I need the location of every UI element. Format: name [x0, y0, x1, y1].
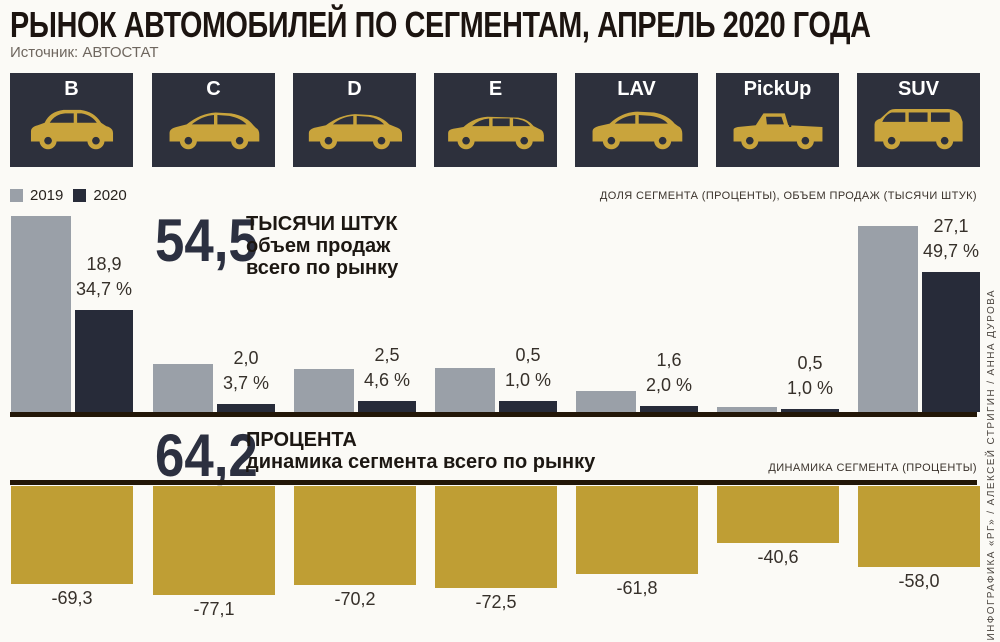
dynamics-value-d: -70,2: [334, 589, 376, 609]
credit-vertical-text: ИНФОГРАФИКА «РГ» / АЛЕКСЕЙ СТРИГИН / АНН…: [986, 288, 997, 640]
bottom-axis-note: ДИНАМИКА СЕГМЕНТА (ПРОЦЕНТЫ): [768, 462, 977, 474]
dynamics-value-lav: -61,8: [616, 578, 658, 598]
hatchback-small-car-icon: [19, 99, 125, 160]
segment-card-c: C: [152, 73, 275, 167]
segment-card-e: E: [434, 73, 557, 167]
legend-swatch-2020-icon: [73, 189, 87, 202]
segment-card-label: C: [206, 78, 221, 100]
bottom-chart-baseline: [10, 480, 977, 485]
bar-2019-pickup: [717, 407, 777, 412]
share-value: 3,7 %: [222, 373, 270, 393]
share-value: 49,7 %: [922, 241, 980, 261]
bar-2019-e: [435, 368, 495, 412]
bar-2019-lav: [576, 391, 636, 412]
total-dynamics-desc1: динамика сегмента всего по рынку: [246, 451, 596, 473]
bar-2019-b: [11, 216, 71, 412]
legend: 2019 2020: [10, 187, 127, 204]
legend-label-2019: 2019: [30, 187, 64, 204]
dynamics-bar-d: [294, 486, 416, 585]
total-volume-unit: ТЫСЯЧИ ШТУК: [246, 213, 398, 235]
hatchback-car-icon: [161, 99, 267, 160]
bar-2020-c: [217, 404, 275, 412]
suv-car-icon: [866, 99, 972, 160]
top-axis-note: ДОЛЯ СЕГМЕНТА (ПРОЦЕНТЫ), ОБЪЕМ ПРОДАЖ (…: [599, 190, 977, 202]
sedan-car-icon: [302, 99, 408, 160]
bar-2019-d: [294, 369, 354, 412]
volume-value: 27,1: [933, 216, 969, 236]
value-label-lav: 1,6 2,0 %: [619, 348, 719, 398]
total-dynamics-unit: ПРОЦЕНТА: [246, 429, 357, 451]
segment-card-label: PickUp: [743, 78, 812, 100]
dynamics-value-suv: -58,0: [898, 571, 940, 591]
dynamics-value-b: -69,3: [51, 588, 93, 608]
dynamics-bar-lav: [576, 486, 698, 574]
bar-2020-suv: [922, 272, 980, 412]
value-label-d: 2,5 4,6 %: [337, 343, 437, 393]
top-chart-baseline: [10, 412, 977, 417]
volume-value: 18,9: [86, 254, 122, 274]
bar-2020-lav: [640, 406, 698, 412]
bar-2019-c: [153, 364, 213, 412]
dynamics-value-pickup: -40,6: [757, 547, 799, 567]
dynamics-value-c: -77,1: [193, 599, 235, 619]
segment-card-label: B: [64, 78, 79, 100]
pickup-truck-icon: [725, 99, 831, 160]
dynamics-bar-e: [435, 486, 557, 588]
page-title: РЫНОК АВТОМОБИЛЕЙ ПО СЕГМЕНТАМ, АПРЕЛЬ 2…: [10, 4, 871, 45]
segment-card-label: E: [488, 78, 503, 100]
bar-2020-pickup: [781, 409, 839, 412]
segment-card-lav: LAV: [575, 73, 698, 167]
dynamics-bar-b: [11, 486, 133, 584]
legend-item-2019: 2019: [10, 187, 63, 204]
volume-value: 2,0: [233, 348, 259, 368]
value-label-pickup: 0,5 1,0 %: [760, 351, 860, 401]
bar-2020-d: [358, 401, 416, 412]
volume-value: 0,5: [515, 345, 541, 365]
segment-card-label: LAV: [617, 78, 656, 100]
segment-card-label: D: [347, 78, 362, 100]
segment-card-d: D: [293, 73, 416, 167]
segment-card-pickup: PickUp: [716, 73, 839, 167]
value-label-suv: 27,1 49,7 %: [901, 214, 1000, 264]
legend-swatch-2019-icon: [10, 189, 23, 202]
total-dynamics-caption: ПРОЦЕНТА динамика сегмента всего по рынк…: [246, 429, 595, 473]
volume-value: 1,6: [656, 350, 682, 370]
value-label-e: 0,5 1,0 %: [478, 343, 578, 393]
source-note: Источник: АВТОСТАТ: [10, 44, 159, 61]
value-label-b: 18,9 34,7 %: [54, 252, 154, 302]
dynamics-bar-c: [153, 486, 275, 595]
bar-2020-b: [75, 310, 133, 412]
total-volume-desc1: объем продаж: [246, 235, 391, 257]
total-volume-desc2: всего по рынку: [246, 257, 399, 279]
volume-value: 2,5: [374, 345, 400, 365]
crossover-car-icon: [584, 99, 690, 160]
bar-2020-e: [499, 401, 557, 412]
legend-label-2020: 2020: [93, 187, 127, 204]
volume-value: 0,5: [797, 353, 823, 373]
bar-2019-suv: [858, 226, 918, 412]
total-volume-caption: ТЫСЯЧИ ШТУК объем продаж всего по рынку: [246, 213, 398, 279]
total-dynamics-number: 64,2: [155, 422, 258, 489]
total-volume-number: 54,5: [155, 207, 258, 274]
share-value: 4,6 %: [363, 370, 411, 390]
share-value: 34,7 %: [75, 279, 133, 299]
segment-card-b: B: [10, 73, 133, 167]
dynamics-bar-suv: [858, 486, 980, 567]
segment-card-label: SUV: [897, 78, 940, 100]
dynamics-value-e: -72,5: [475, 592, 517, 612]
legend-item-2020: 2020: [73, 187, 127, 204]
segment-card-suv: SUV: [857, 73, 980, 167]
share-value: 1,0 %: [504, 370, 552, 390]
share-value: 2,0 %: [645, 375, 693, 395]
share-value: 1,0 %: [786, 378, 834, 398]
dynamics-bar-pickup: [717, 486, 839, 543]
value-label-c: 2,0 3,7 %: [196, 346, 296, 396]
limousine-car-icon: [443, 99, 549, 160]
